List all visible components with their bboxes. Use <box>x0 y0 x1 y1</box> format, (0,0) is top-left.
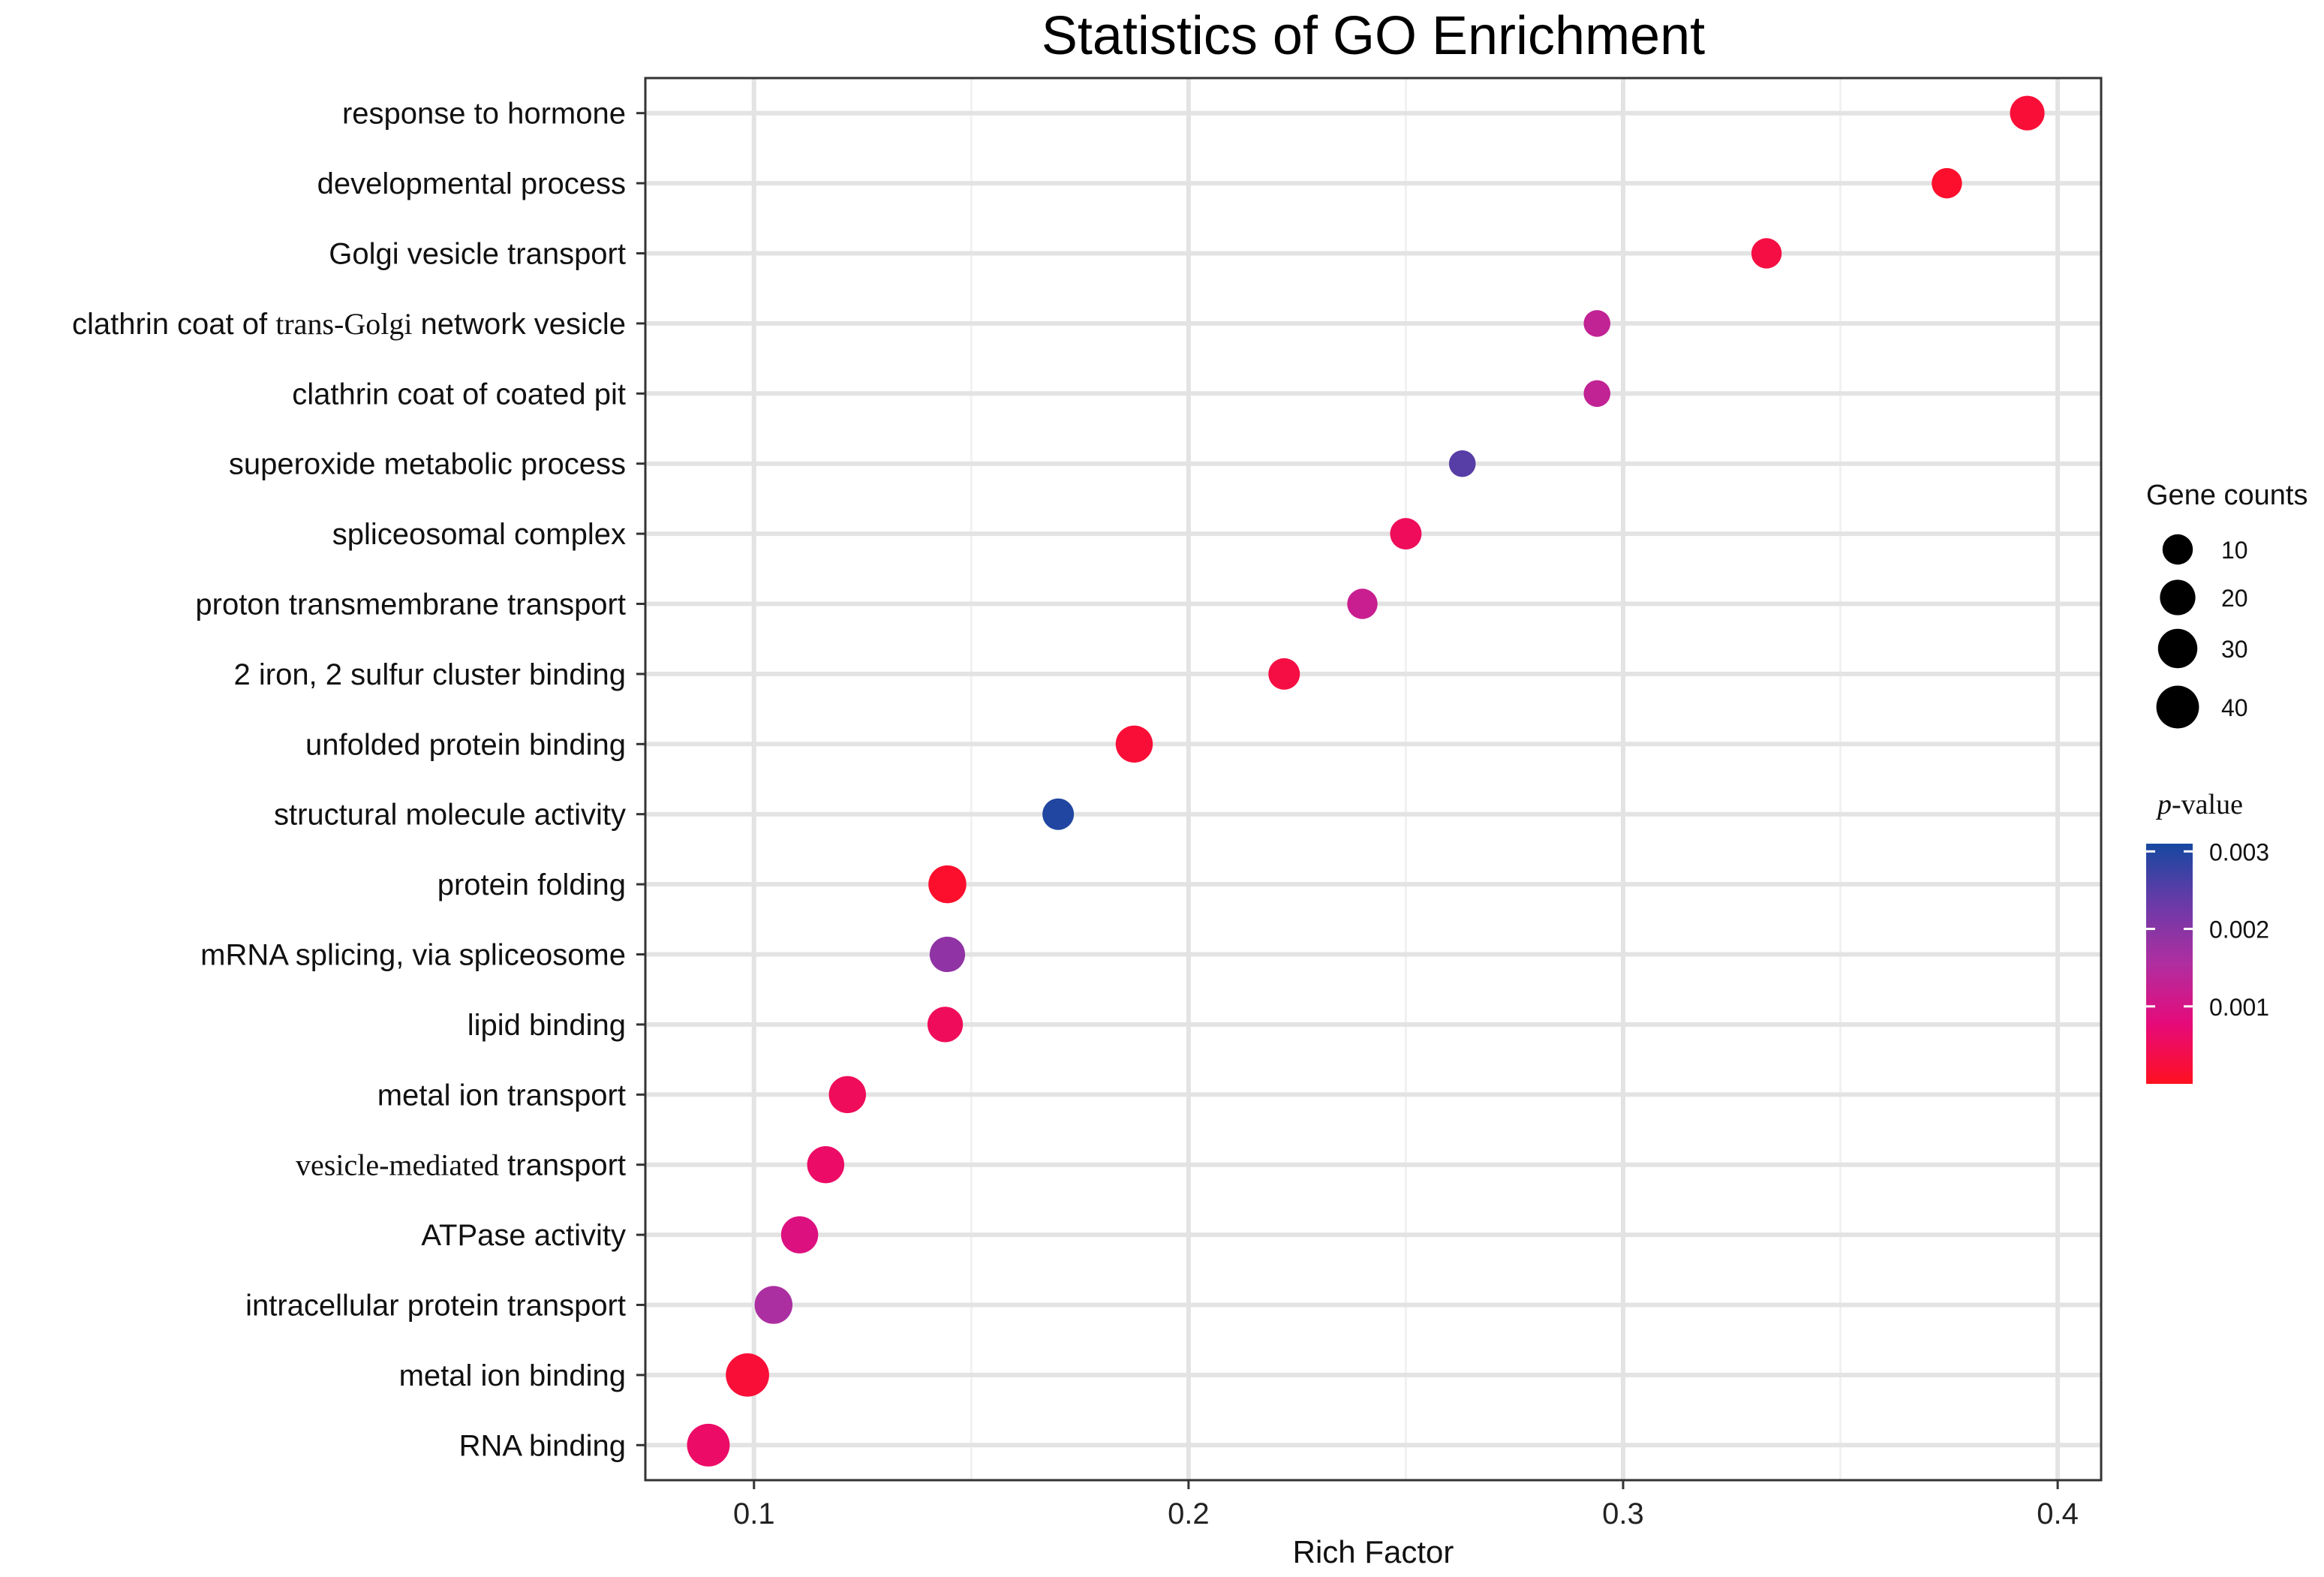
y-tick-label: unfolded protein binding <box>305 728 626 761</box>
size-legend-key <box>2162 534 2193 565</box>
y-tick-label: response to hormone <box>342 98 626 131</box>
data-point <box>780 1216 819 1253</box>
y-tick-label: lipid binding <box>468 1009 626 1042</box>
data-point <box>927 1007 964 1043</box>
color-legend-label: 0.001 <box>2209 994 2269 1021</box>
data-point <box>754 1286 793 1324</box>
y-tick-label: intracellular protein transport <box>245 1290 626 1323</box>
y-tick-label: Golgi vesicle transport <box>329 238 626 271</box>
data-point <box>928 865 967 904</box>
y-tick-label: mRNA splicing, via spliceosome <box>200 939 626 972</box>
y-tick-label: metal ion transport <box>377 1079 626 1112</box>
size-legend-label: 20 <box>2221 585 2248 612</box>
data-point <box>1268 658 1300 690</box>
y-tick-label: protein folding <box>437 868 626 901</box>
y-tick-label: structural molecule activity <box>274 799 626 832</box>
plot-area: response to hormone developmental process… <box>72 77 2103 1530</box>
size-legend-key <box>2156 685 2199 729</box>
y-tick-label: clathrin coat of coated pit <box>292 378 626 411</box>
y-tick-label: vesicle-mediated transport <box>296 1148 626 1182</box>
data-point <box>687 1423 730 1467</box>
color-legend-title: p-value <box>2155 789 2243 820</box>
size-legend-title: Gene counts <box>2146 480 2307 511</box>
color-legend-bar <box>2146 844 2193 1084</box>
chart-title: Statistics of GO Enrichment <box>1042 6 1705 66</box>
y-tick-label: spliceosomal complex <box>332 518 626 551</box>
data-point <box>1347 588 1378 619</box>
data-point <box>1583 310 1611 337</box>
data-point <box>828 1076 867 1114</box>
x-tick-label: 0.1 <box>733 1497 775 1530</box>
data-point <box>1042 798 1075 830</box>
size-legend-key <box>2160 579 2196 615</box>
data-point <box>1583 380 1611 408</box>
y-tick-label: 2 iron, 2 sulfur cluster binding <box>234 658 627 691</box>
size-legend-label: 40 <box>2221 694 2248 721</box>
y-tick-label: superoxide metabolic process <box>229 448 626 481</box>
x-tick-label: 0.3 <box>1602 1497 1644 1530</box>
data-point <box>929 936 966 973</box>
y-tick-label: RNA binding <box>459 1429 626 1462</box>
data-point <box>1932 167 1962 199</box>
data-point <box>1751 238 1782 269</box>
data-point <box>1115 725 1153 763</box>
y-tick-label: developmental process <box>317 167 626 200</box>
y-tick-label: metal ion binding <box>399 1359 626 1392</box>
legend: Gene counts 10 20 30 40 p-value 0.003 0.002 0.0… <box>2146 480 2307 1084</box>
y-tick-label: clathrin coat of trans-Golgi network ves… <box>72 307 626 341</box>
data-point <box>1390 518 1422 550</box>
plot-border <box>644 77 2103 1482</box>
y-tick-label: ATPase activity <box>421 1219 626 1252</box>
size-legend-key <box>2157 628 2198 669</box>
x-tick-label: 0.4 <box>2037 1497 2079 1530</box>
size-legend-label: 10 <box>2221 537 2248 564</box>
x-axis-title: Rich Factor <box>1293 1534 1454 1569</box>
data-point <box>726 1353 769 1397</box>
x-tick-label: 0.2 <box>1168 1497 1210 1530</box>
data-point <box>2010 95 2045 131</box>
y-tick-label: proton transmembrane transport <box>195 588 626 621</box>
color-legend-label: 0.002 <box>2209 916 2269 943</box>
data-point <box>1448 450 1476 477</box>
data-point <box>807 1145 845 1184</box>
color-legend-label: 0.003 <box>2209 838 2269 865</box>
size-legend-label: 30 <box>2221 636 2248 663</box>
plot-background <box>645 78 2101 1480</box>
